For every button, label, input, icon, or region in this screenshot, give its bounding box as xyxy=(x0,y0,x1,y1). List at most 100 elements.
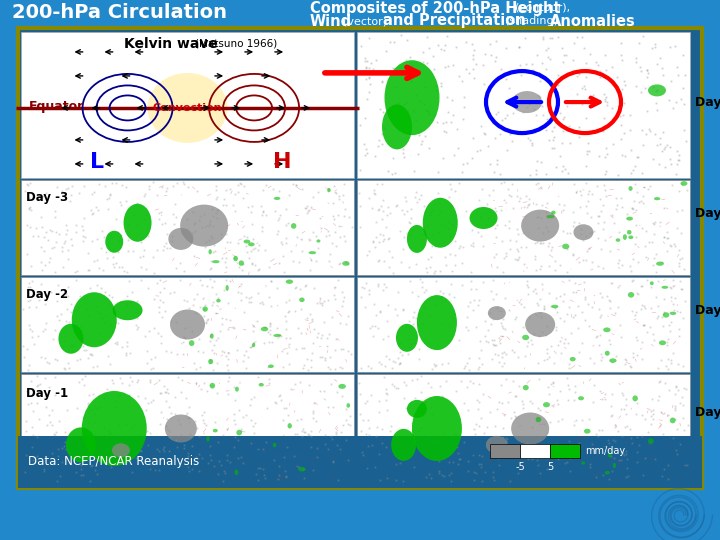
Point xyxy=(562,446,573,454)
Point xyxy=(397,304,408,313)
Ellipse shape xyxy=(105,231,123,253)
Point xyxy=(371,56,382,65)
Point xyxy=(423,144,434,152)
Point xyxy=(655,408,667,417)
Point xyxy=(454,454,465,463)
Point xyxy=(411,72,423,80)
Bar xyxy=(18,28,702,488)
Point xyxy=(76,461,87,469)
Point xyxy=(51,356,63,364)
Ellipse shape xyxy=(82,391,147,466)
Point xyxy=(598,122,610,130)
Point xyxy=(305,203,317,212)
Point xyxy=(631,53,642,62)
Point xyxy=(592,98,603,106)
Point xyxy=(143,284,154,292)
Point xyxy=(99,423,110,432)
Point xyxy=(193,347,204,356)
Point xyxy=(611,72,623,81)
Point xyxy=(581,150,593,159)
Point xyxy=(449,261,461,269)
Point xyxy=(464,366,475,374)
Point xyxy=(523,133,534,142)
Point xyxy=(135,437,146,446)
Point xyxy=(640,227,652,235)
Point xyxy=(420,285,431,294)
Point xyxy=(474,145,485,154)
Point xyxy=(135,263,147,272)
Point xyxy=(235,453,247,462)
Point xyxy=(445,280,456,288)
Point xyxy=(131,448,143,456)
Point xyxy=(246,438,257,447)
Point xyxy=(78,214,90,222)
Point xyxy=(657,471,668,480)
Point xyxy=(657,321,669,330)
Point xyxy=(561,102,572,111)
Point xyxy=(611,201,623,210)
Point xyxy=(68,340,79,349)
Point xyxy=(205,264,217,272)
Point xyxy=(37,191,48,200)
Point xyxy=(197,222,208,231)
Point xyxy=(198,305,210,313)
Point xyxy=(517,396,528,405)
Point xyxy=(120,348,132,357)
Point xyxy=(581,208,593,217)
Point xyxy=(248,338,260,347)
Point xyxy=(507,137,518,146)
Point xyxy=(616,120,627,129)
Point xyxy=(362,442,374,450)
Point xyxy=(248,422,259,430)
Point xyxy=(630,333,642,342)
Point xyxy=(382,202,393,211)
Point xyxy=(643,238,654,246)
Point xyxy=(273,392,284,400)
Point xyxy=(633,197,644,206)
Point xyxy=(493,460,505,469)
Point xyxy=(618,451,630,460)
Point xyxy=(550,326,562,334)
Point xyxy=(607,411,618,420)
Point xyxy=(327,458,338,467)
Point xyxy=(54,472,66,481)
Point xyxy=(606,211,618,219)
Point xyxy=(110,259,122,267)
Point xyxy=(120,419,132,428)
Point xyxy=(341,416,352,424)
Point xyxy=(222,348,233,357)
Point xyxy=(667,300,679,309)
Point xyxy=(408,166,420,175)
Point xyxy=(292,324,303,333)
Point xyxy=(568,180,580,188)
Point xyxy=(401,228,413,237)
Point xyxy=(538,35,549,43)
Point xyxy=(330,295,341,304)
Point xyxy=(75,471,86,480)
Point xyxy=(465,276,477,285)
Point xyxy=(639,415,651,424)
Point xyxy=(426,410,438,418)
Point xyxy=(440,118,451,127)
Point xyxy=(364,431,375,440)
Point xyxy=(605,296,616,305)
Point xyxy=(381,395,392,404)
Point xyxy=(600,66,612,75)
Point xyxy=(191,289,202,298)
Point xyxy=(38,233,50,241)
Point xyxy=(25,206,37,214)
Point xyxy=(542,242,554,251)
Bar xyxy=(357,374,690,483)
Point xyxy=(531,156,543,165)
Point xyxy=(631,448,642,456)
Point xyxy=(246,260,258,268)
Point xyxy=(499,114,510,123)
Point xyxy=(166,231,178,240)
Text: 200-hPa Circulation: 200-hPa Circulation xyxy=(12,3,227,23)
Point xyxy=(476,346,487,354)
Point xyxy=(228,322,239,331)
Point xyxy=(433,188,444,197)
Point xyxy=(428,64,440,73)
Point xyxy=(140,211,152,220)
Point xyxy=(225,457,236,466)
